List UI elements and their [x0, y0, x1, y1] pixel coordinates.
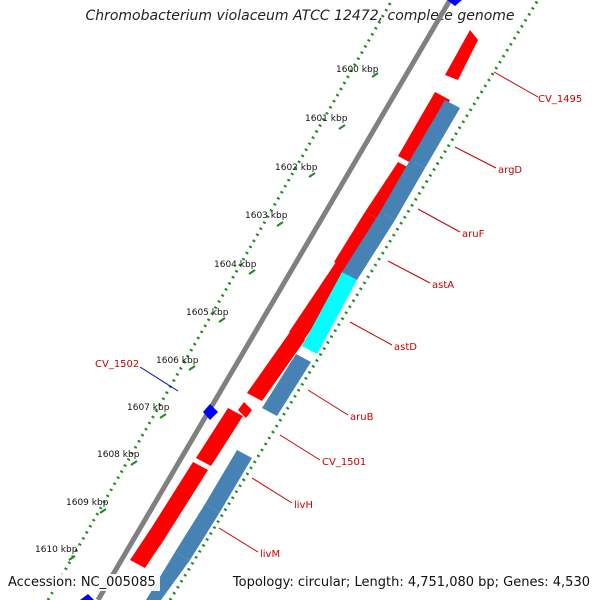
cds-reverse[interactable]: [410, 100, 460, 168]
cds-reverse[interactable]: [342, 212, 395, 280]
topology-label: Topology: circular; Length: 4,751,080 bp…: [228, 574, 594, 591]
gene-label-cv-1501[interactable]: CV_1501: [322, 457, 366, 468]
tick-mark: [276, 221, 284, 227]
tick-label: 1601 kbp: [305, 114, 348, 124]
cds-forward[interactable]: [289, 262, 351, 340]
label-leader-line: [251, 477, 293, 504]
cds-forward[interactable]: [238, 402, 252, 418]
cds-highlight[interactable]: [302, 272, 357, 354]
label-leader-line: [493, 71, 539, 98]
cds-forward[interactable]: [196, 408, 243, 466]
cds-reverse[interactable]: [205, 450, 252, 512]
tick-mark: [338, 124, 346, 130]
tick-mark: [218, 317, 226, 323]
cv-1502-feature[interactable]: [203, 404, 218, 420]
label-leader-line: [417, 208, 461, 233]
gene-label-argd[interactable]: argD: [498, 165, 522, 176]
cds-forward[interactable]: [334, 212, 380, 270]
map-title: Chromobacterium violaceum ATCC 12472, co…: [85, 8, 515, 24]
gene-label-astd[interactable]: astD: [394, 342, 417, 353]
label-leader-line: [454, 146, 497, 169]
tick-label: 1605 kbp: [186, 308, 229, 318]
cds-forward[interactable]: [145, 462, 208, 546]
label-leader-line: [279, 434, 321, 461]
forward-strand: [130, 30, 478, 568]
blue-feature[interactable]: [80, 594, 94, 600]
label-leader-line: [307, 389, 349, 416]
accession-label: Accession: NC_005085: [4, 574, 160, 591]
tick-label: 1604 kbp: [214, 260, 257, 270]
gene-label-aruf[interactable]: aruF: [462, 229, 485, 240]
gene-label-cv-1502[interactable]: CV_1502: [95, 359, 139, 370]
genome-backbone: [95, 0, 453, 600]
tick-marks: 1600 kbp 1601 kbp 1602 kbp 1603 kbp 1604 kbp…: [35, 65, 379, 561]
tick-mark: [308, 172, 316, 178]
gene-labels: CV_1495 argD aruF astA astD aruB CV_1501 livH li…: [95, 71, 582, 560]
gene-label-arub[interactable]: aruB: [350, 412, 374, 423]
tick-label: 1610 kbp: [35, 545, 78, 555]
gene-label-livm[interactable]: livM: [260, 549, 280, 560]
label-leader-line: [387, 260, 431, 284]
tick-label: 1609 kbp: [66, 498, 109, 508]
blue-feature[interactable]: [447, 0, 462, 6]
gene-label-cv-1495[interactable]: CV_1495: [538, 94, 582, 105]
tick-mark: [188, 365, 196, 371]
tick-label: 1607 kbp: [127, 403, 170, 413]
cds-forward[interactable]: [445, 30, 478, 80]
tick-mark: [130, 460, 138, 466]
tick-mark: [159, 413, 167, 419]
tick-label: 1606 kbp: [156, 356, 199, 366]
cds-reverse[interactable]: [175, 504, 220, 560]
label-leader-line: [218, 527, 259, 553]
tick-label: 1602 kbp: [275, 163, 318, 173]
gene-label-livh[interactable]: livH: [294, 500, 313, 511]
reverse-strand: [146, 100, 460, 600]
tick-mark: [248, 269, 256, 275]
label-leader-line: [139, 366, 179, 392]
cds-forward[interactable]: [398, 92, 450, 164]
tick-mark: [371, 72, 379, 78]
tick-label: 1603 kbp: [245, 211, 288, 221]
tick-label: 1600 kbp: [336, 65, 379, 75]
tick-mark: [68, 555, 76, 561]
tick-label: 1608 kbp: [97, 450, 140, 460]
gene-label-asta[interactable]: astA: [432, 280, 454, 291]
label-leader-line: [349, 321, 393, 346]
tick-mark: [99, 508, 107, 514]
cds-forward[interactable]: [247, 332, 305, 401]
cds-reverse[interactable]: [262, 354, 311, 416]
cds-reverse[interactable]: [380, 160, 425, 220]
inner-dotted-ring: [168, 0, 540, 600]
